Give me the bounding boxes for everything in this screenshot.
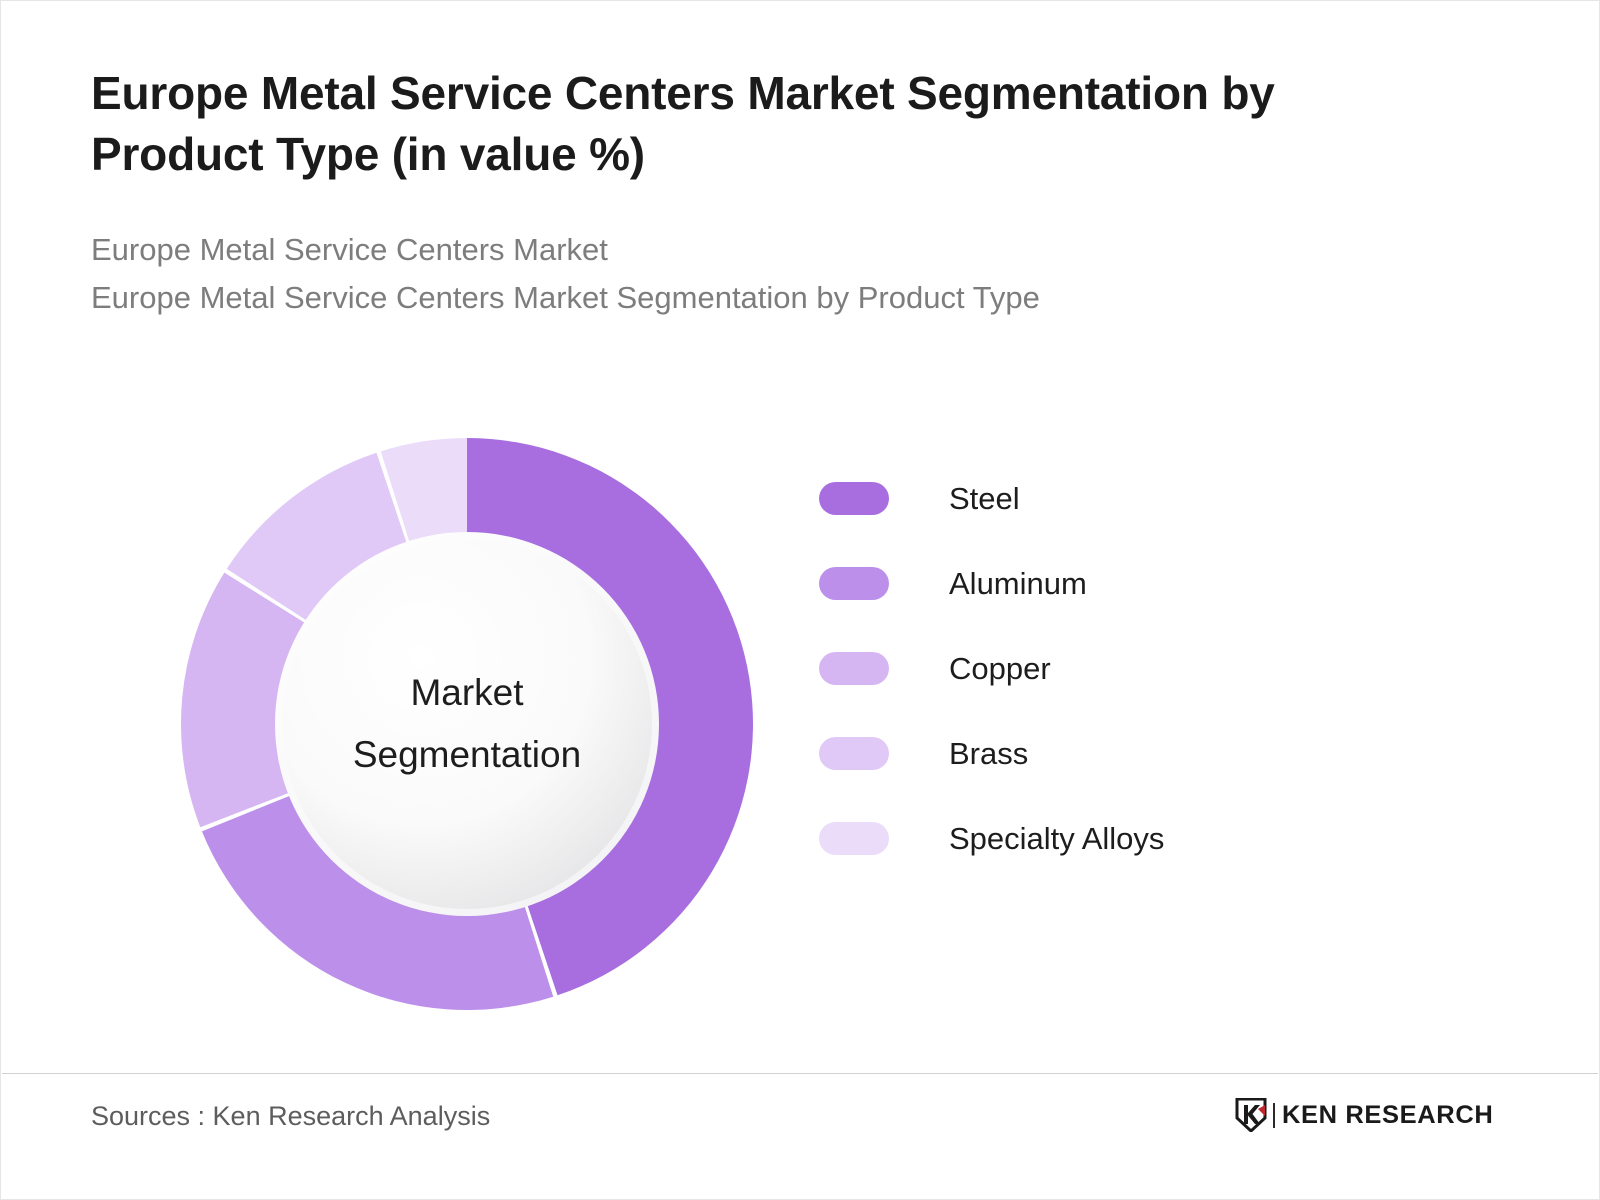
legend-swatch xyxy=(819,822,889,855)
legend-item[interactable]: Specialty Alloys xyxy=(819,796,1379,881)
brand-name: KEN RESEARCH xyxy=(1281,1100,1494,1129)
legend-item[interactable]: Aluminum xyxy=(819,541,1379,626)
page-title: Europe Metal Service Centers Market Segm… xyxy=(91,67,1275,180)
legend-label: Brass xyxy=(949,735,1029,771)
legend-item[interactable]: Copper xyxy=(819,626,1379,711)
legend-label: Aluminum xyxy=(949,565,1087,601)
legend-item[interactable]: Brass xyxy=(819,711,1379,796)
donut-chart: Market Segmentation xyxy=(173,430,761,1018)
breadcrumb-line-segmentation: Europe Metal Service Centers Market Segm… xyxy=(91,279,1040,315)
legend-label: Specialty Alloys xyxy=(949,820,1165,856)
header: Europe Metal Service Centers Market Segm… xyxy=(91,63,1491,321)
legend-swatch xyxy=(819,482,889,515)
legend-label: Steel xyxy=(949,480,1020,516)
legend-label: Copper xyxy=(949,650,1051,686)
breadcrumb: Europe Metal Service Centers Market Euro… xyxy=(91,226,1491,320)
sources-note: Sources : Ken Research Analysis xyxy=(91,1101,491,1131)
shield-k-icon xyxy=(1235,1098,1267,1132)
logo-separator xyxy=(1272,1102,1275,1128)
legend-swatch xyxy=(819,652,889,685)
ken-research-logo: KEN RESEARCH xyxy=(1235,1098,1493,1132)
footer: Sources : Ken Research Analysis KEN RESE… xyxy=(1,1074,1600,1200)
breadcrumb-line-market: Europe Metal Service Centers Market xyxy=(91,232,608,268)
legend-swatch xyxy=(819,567,889,600)
donut-hub xyxy=(282,539,652,909)
donut-chart-svg xyxy=(181,438,753,1011)
footer-divider xyxy=(2,1073,1598,1074)
chart-area: Market Segmentation Steel Aluminum Copper B… xyxy=(1,396,1600,1036)
legend-swatch xyxy=(819,737,889,770)
legend-item[interactable]: Steel xyxy=(819,456,1379,541)
chart-legend: Steel Aluminum Copper Brass Specialty Alloys xyxy=(819,456,1379,881)
